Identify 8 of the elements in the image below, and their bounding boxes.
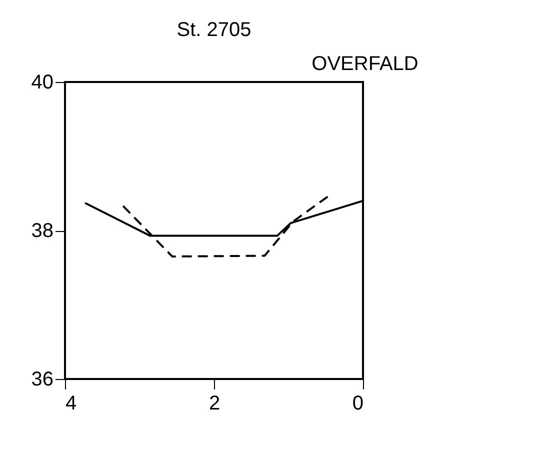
x-tick-label: 2 <box>208 392 220 414</box>
y-tick-label: 40 <box>31 72 54 94</box>
x-tick-label: 0 <box>352 392 364 414</box>
y-tick-label: 38 <box>31 220 54 242</box>
x-tick-label: 4 <box>66 392 77 414</box>
chart-title: St. 2705 <box>176 19 252 41</box>
text: OVERFALD <box>312 53 418 75</box>
y-tick-label: 36 <box>31 368 54 390</box>
